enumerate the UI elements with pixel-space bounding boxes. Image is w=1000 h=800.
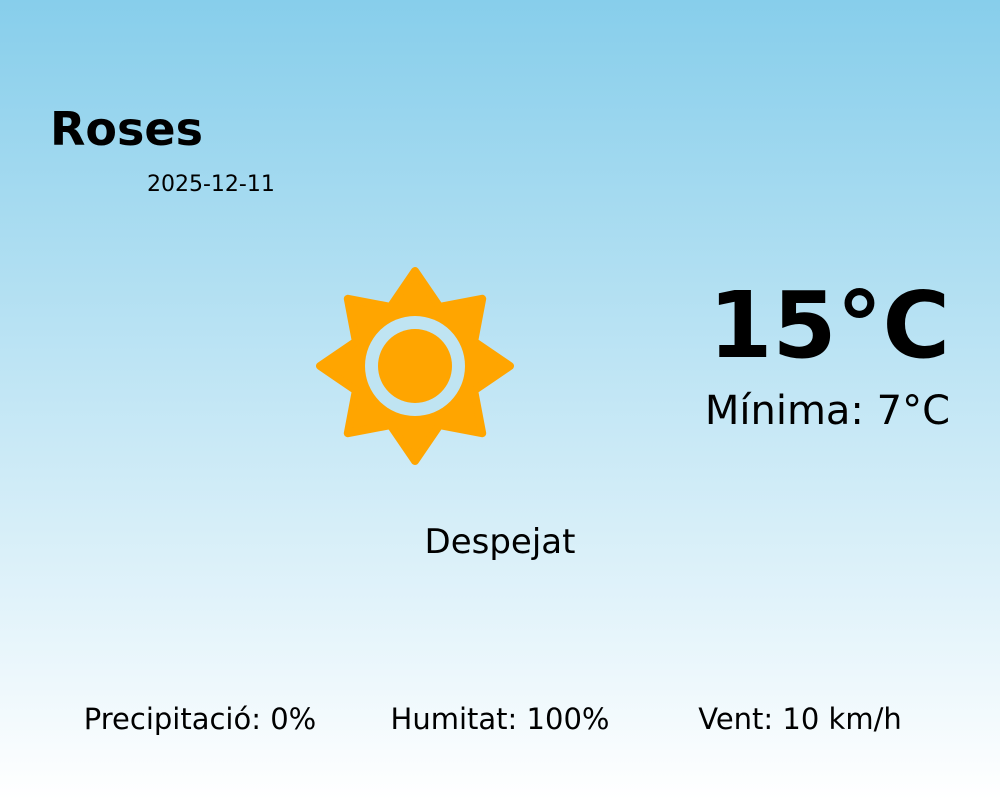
minimum-temperature: Mínima: 7°C bbox=[704, 388, 950, 434]
humidity-stat: Humitat: 100% bbox=[390, 702, 610, 736]
current-temperature: 15°C bbox=[708, 272, 950, 379]
forecast-date: 2025-12-11 bbox=[147, 172, 275, 197]
wind-stat: Vent: 10 km/h bbox=[698, 702, 902, 736]
weather-condition: Despejat bbox=[424, 522, 576, 562]
precipitation-stat: Precipitació: 0% bbox=[83, 702, 317, 736]
city-name: Roses bbox=[50, 102, 203, 156]
sun-icon bbox=[316, 267, 514, 465]
